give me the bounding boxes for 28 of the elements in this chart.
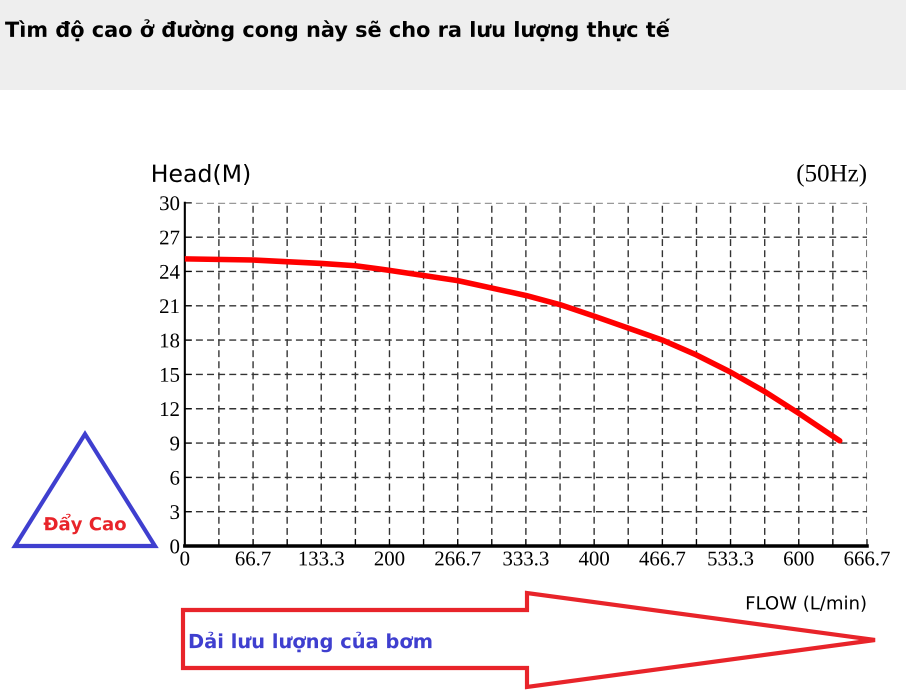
y-tick-label: 3 [170,505,180,520]
x-axis-title: FLOW (L/min) [746,596,866,612]
y-axis-title: Head(M) [153,164,250,185]
y-tick-label: 12 [160,402,179,416]
text: Dải lưu lượng của bơm [190,632,432,652]
x-tick-label: 133.3 [300,552,344,566]
y-tick-label: 6 [170,470,180,485]
text: Đẩy Cao [44,514,126,534]
y-tick-label: 24 [160,264,180,279]
x-tick-label: 0 [180,551,190,566]
x-tick-label: 600 [784,551,814,566]
y-tick-label: 18 [160,333,180,348]
x-tick-label: 266.7 [435,552,481,566]
y-tick-label: 30 [160,196,180,210]
y-tick-label: 21 [160,299,179,314]
y-tick-label: 15 [160,368,180,382]
y-tick-label: 9 [170,436,180,450]
y-tick-label: 27 [160,230,180,244]
x-tick-label: 533.3 [708,552,754,566]
x-tick-label: 666.7 [844,552,890,566]
x-tick-label: 200 [374,551,404,566]
chart-title: Tìm độ cao ở đường cong này sẽ cho ra lưu lượng thực tế [5,18,670,42]
x-tick-label: 466.7 [639,552,686,566]
x-tick-label: 66.7 [236,552,271,566]
x-tick-label: 400 [578,551,609,566]
text: (50Hz) [797,164,866,187]
y-tick-label: 0 [170,539,180,554]
x-tick-label: 333.3 [503,552,549,566]
